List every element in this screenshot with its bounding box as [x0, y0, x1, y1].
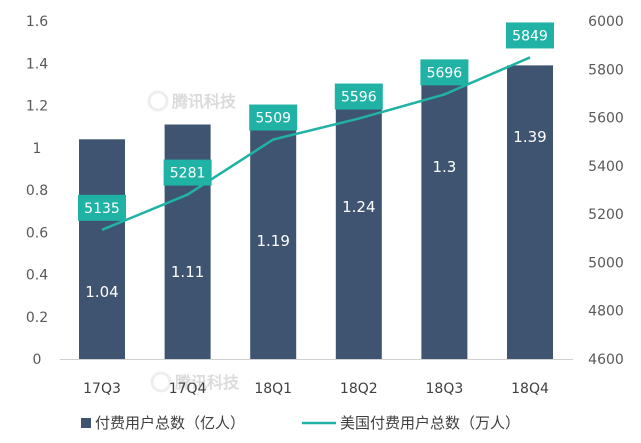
bar — [79, 139, 125, 359]
y-right-tick-label: 5400 — [588, 159, 624, 175]
y-right-tick-label: 5800 — [588, 62, 624, 78]
line-label-box — [420, 59, 469, 86]
line-series — [101, 56, 531, 231]
x-tick-label: 18Q2 — [340, 381, 378, 397]
y-left-tick-label: 1.2 — [26, 99, 48, 115]
line-value-label: 5849 — [512, 28, 548, 44]
y-right-tick-label: 5000 — [588, 255, 624, 271]
line-label-box — [249, 104, 298, 131]
y-right-tick-label: 4600 — [588, 352, 624, 368]
line-value-label: 5596 — [341, 90, 377, 106]
line-value-label: 5696 — [427, 65, 463, 81]
y-left-tick-label: 0 — [33, 352, 42, 368]
bar-value-label: 1.39 — [513, 128, 546, 146]
watermark-logo — [150, 371, 172, 393]
y-right-tick-label: 6000 — [588, 14, 624, 30]
y-left-tick-label: 0.8 — [26, 183, 48, 199]
bar — [421, 84, 468, 359]
legend-label-line: 美国付费用户总数（万人） — [340, 414, 520, 432]
y-left-tick-label: 1.6 — [26, 14, 48, 30]
line-label-box — [78, 194, 126, 221]
bar-value-label: 1.3 — [432, 158, 456, 176]
bar — [335, 97, 382, 360]
line-label-box — [334, 83, 383, 110]
watermark-text: 腾讯科技 — [175, 373, 240, 392]
y-right-tick-label: 4800 — [588, 304, 624, 320]
bar-value-label: 1.19 — [256, 232, 289, 250]
watermark-logo — [147, 90, 169, 112]
x-tick-label: 17Q4 — [169, 381, 207, 397]
legend-swatch-bar — [81, 418, 91, 428]
y-right-tick-label: 5600 — [588, 111, 624, 127]
bar-value-label: 1.11 — [171, 263, 204, 281]
y-left-tick-label: 0.6 — [26, 225, 48, 241]
x-tick-label: 18Q1 — [254, 381, 292, 397]
line-value-label: 5135 — [84, 201, 120, 217]
y-left-tick-label: 1 — [33, 141, 42, 157]
bar-value-label: 1.04 — [85, 283, 118, 301]
x-tick-label: 17Q3 — [83, 381, 121, 397]
line-value-label: 5509 — [255, 111, 291, 127]
y-left-tick-label: 1.4 — [26, 56, 48, 72]
y-left-tick-label: 0.2 — [26, 310, 48, 326]
y-left-tick-label: 0.4 — [26, 268, 48, 284]
bar — [507, 65, 553, 360]
line-value-label: 5281 — [170, 166, 206, 182]
line-label-box — [506, 22, 554, 49]
bar-value-label: 1.24 — [342, 198, 375, 216]
y-right-tick-label: 5200 — [588, 207, 624, 223]
watermark-text: 腾讯科技 — [172, 92, 237, 111]
line-label-box — [163, 159, 212, 186]
legend-label-bar: 付费用户总数（亿人） — [95, 414, 245, 432]
x-tick-label: 18Q3 — [426, 381, 464, 397]
x-tick-label: 18Q4 — [511, 381, 549, 397]
